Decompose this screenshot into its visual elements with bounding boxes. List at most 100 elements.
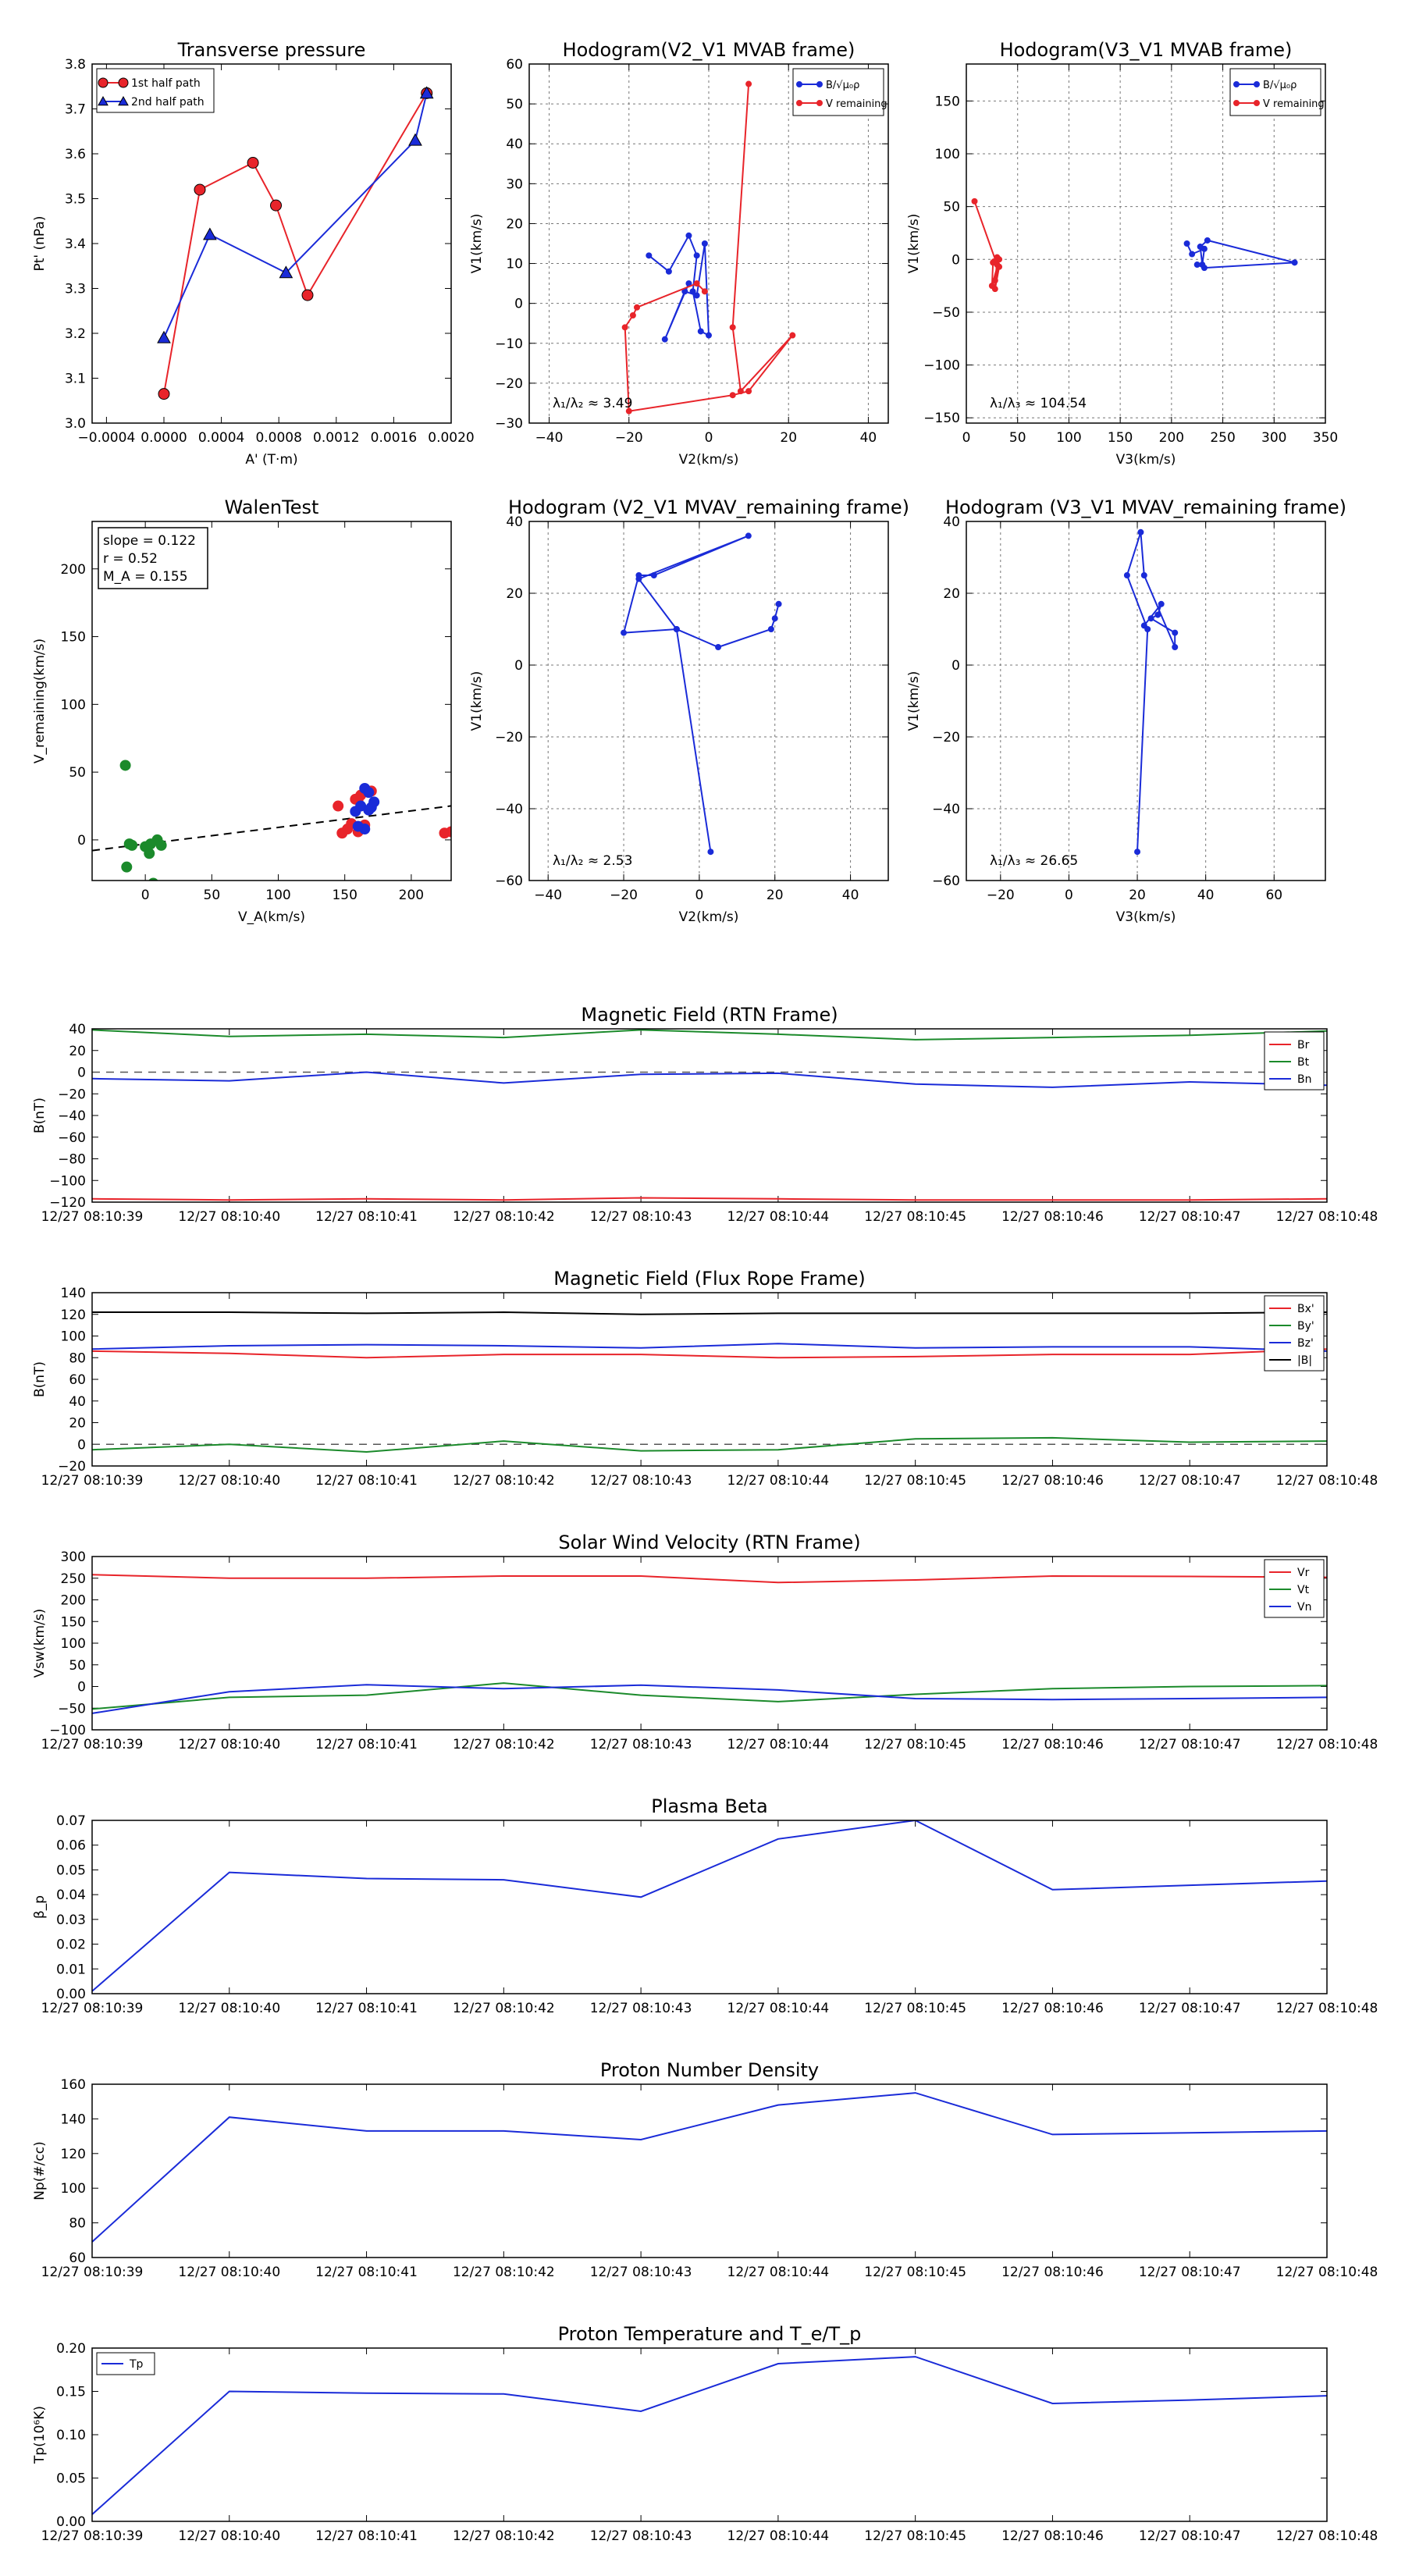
axes-frame [91,1028,1328,1203]
plot-area [92,1029,1327,1202]
series-line [163,92,428,394]
y-tick-label: 140 [61,2112,86,2127]
axes-frame [966,521,1326,881]
x-tick-label: 12/27 08:10:43 [590,2265,692,2280]
y-axis-label: B(nT) [32,1098,48,1133]
data-point [697,328,704,335]
data-point [996,263,1003,270]
x-tick-label: 0.0000 [140,430,187,446]
plot-area [92,1293,1327,1466]
data-point [1233,81,1240,87]
data-point [144,838,156,850]
legend-label: Bt [1297,1056,1310,1069]
legend: 1st half path 2nd half path [96,68,215,113]
plot-series [92,1311,1327,1453]
x-tick-label: 50 [1009,430,1026,446]
data-point [745,532,752,539]
y-axis-label: Np(#/cc) [32,2141,48,2200]
x-tick-label: 0.0008 [255,430,301,446]
x-tick-label: 12/27 08:10:47 [1139,1209,1241,1225]
x-tick-label: 12/27 08:10:47 [1139,2528,1241,2544]
y-tick-label: 0.20 [56,2341,86,2357]
y-tick-label: 3.4 [65,237,86,252]
y-tick-label: 50 [943,200,960,215]
x-tick-label: 250 [1210,430,1235,446]
plot-series [1123,528,1179,856]
x-tick-label: 40 [1197,888,1215,903]
y-axis-label: Pt' (nPa) [32,216,48,272]
series-line [92,1343,1327,1352]
x-tick-label: 12/27 08:10:45 [864,1737,966,1752]
y-tick-label: 50 [69,1658,86,1674]
series-line [92,1311,1327,1315]
data-point [333,800,344,812]
y-tick-label: 100 [61,1636,86,1652]
chart-ts4: 0.00 0.01 0.02 0.03 0.04 0.05 0.06 0.07 12/27 08… [32,1795,1378,2016]
y-tick-label: −20 [58,1459,86,1475]
y-tick-label: 150 [61,1614,86,1630]
data-point [706,332,712,339]
x-tick-label: 12/27 08:10:40 [178,1473,280,1489]
data-point [625,407,632,415]
plot-area [966,64,1325,423]
y-tick-label: 20 [506,216,523,232]
y-tick-label: 0 [951,252,960,268]
y-tick-label: 100 [61,2181,86,2197]
chart-h1: −30 −20 −10 0 10 20 30 40 50 60 −40 −20 0 20 40 Hodogra… [469,39,889,468]
x-tick-label: 12/27 08:10:45 [864,2528,966,2544]
legend-label: V remaining [826,98,887,110]
data-point [994,254,1001,261]
y-tick-label: 50 [69,765,86,781]
y-tick-label: −150 [923,411,960,426]
data-point [1158,600,1165,607]
series-line [92,1197,1327,1201]
data-point [816,100,823,106]
y-tick-label: −100 [923,358,960,374]
axes-frame [91,2347,1328,2522]
data-point [352,820,364,832]
series-line [92,1436,1327,1453]
plot-area [529,521,888,881]
x-tick-label: 12/27 08:10:41 [315,2528,418,2544]
data-point [707,849,714,856]
y-tick-label: 120 [61,2147,86,2162]
legend-label: |B| [1297,1354,1312,1367]
axes-frame [91,1820,1328,1994]
data-point [1134,849,1141,856]
y-tick-label: 60 [69,2250,86,2266]
x-tick-label: 12/27 08:10:46 [1001,2001,1104,2016]
axes-frame [966,63,1326,424]
y-tick-label: 0.03 [56,1912,86,1928]
y-tick-label: 40 [506,514,523,530]
series-line [92,2092,1327,2243]
plot-area [92,2348,1327,2521]
x-tick-label: 12/27 08:10:43 [590,2001,692,2016]
data-point [1183,240,1190,247]
x-tick-label: 12/27 08:10:44 [727,2528,830,2544]
data-point [771,615,778,622]
series-line [624,84,794,412]
plot-series [157,86,434,400]
x-tick-label: 0 [705,430,713,446]
x-tick-label: 20 [780,430,797,446]
x-tick-label: 100 [1056,430,1081,446]
data-point [279,265,293,279]
y-tick-label: 3.0 [65,416,86,432]
y-tick-label: −80 [58,1152,86,1168]
x-tick-label: 50 [204,888,221,903]
text-box-line: slope = 0.122 [103,533,196,549]
y-tick-label: 60 [506,57,523,73]
y-tick-label: 0.10 [56,2428,86,2443]
annotation: λ₁/λ₃ ≈ 26.65 [990,853,1078,869]
y-axis-label: V1(km/s) [906,671,922,731]
data-point [729,392,736,399]
y-tick-label: 3.1 [65,372,86,387]
chart-title: Solar Wind Velocity (RTN Frame) [558,1532,860,1553]
y-axis-label: V1(km/s) [469,214,485,274]
chart-title: Transverse pressure [177,39,366,61]
y-tick-label: 300 [61,1550,86,1565]
y-tick-label: −50 [932,305,960,321]
legend-label: Tp [129,2358,144,2371]
data-point [368,796,380,808]
y-tick-label: 150 [935,94,960,109]
